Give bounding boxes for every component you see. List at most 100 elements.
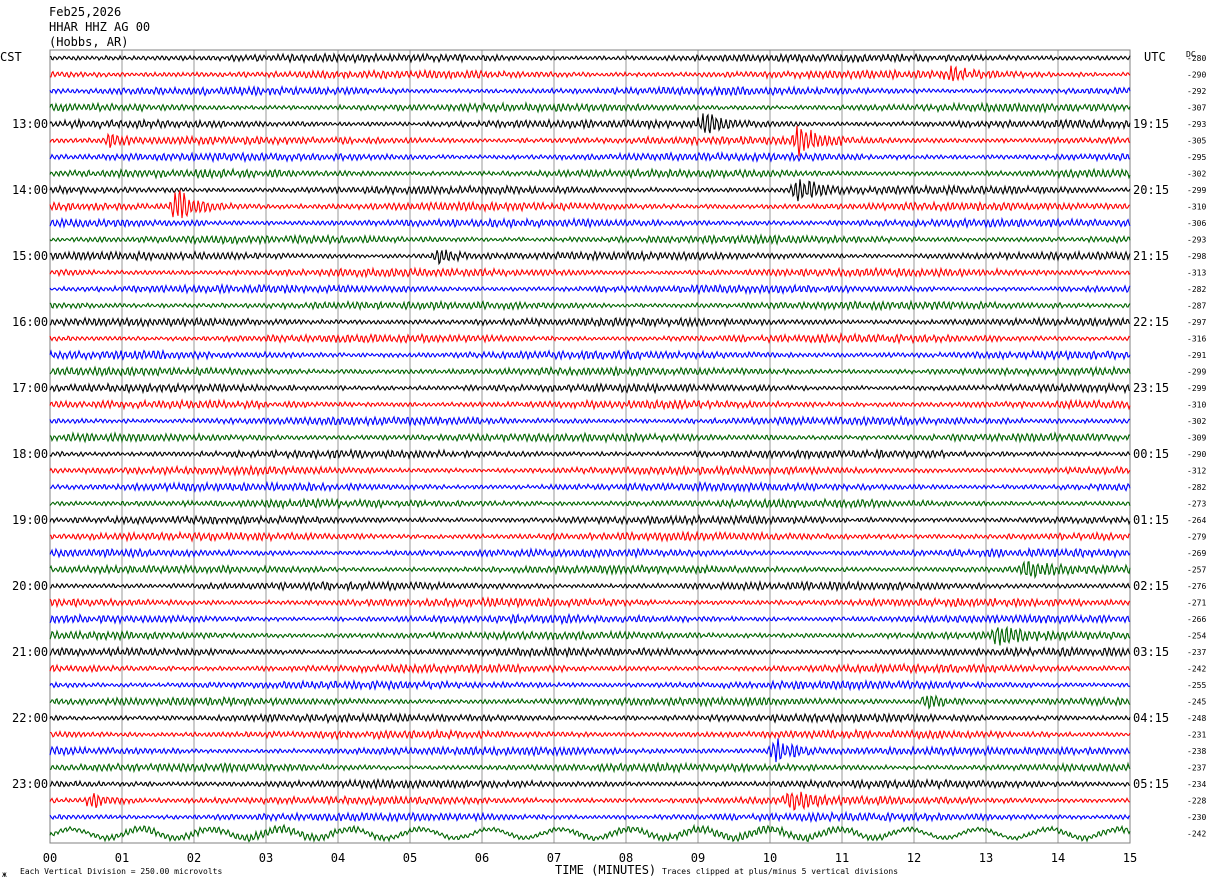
dc-offset-label: -282 [1187,285,1206,294]
trace-line [49,645,1131,659]
dc-offset-label: -290 [1187,450,1206,459]
trace-line [49,711,1131,725]
dc-offset-label: -257 [1187,566,1206,575]
dc-offset-label: -287 [1187,302,1206,311]
trace-line [49,365,1131,378]
x-tick-label: 00 [43,851,57,865]
dc-offset-label: -280 [1187,54,1206,63]
dc-offset-label: -310 [1187,401,1206,410]
trace-line [49,596,1131,609]
dc-offset-label: -245 [1187,698,1206,707]
dc-offset-label: -237 [1187,648,1206,657]
right-hour-label: 05:15 [1133,777,1169,791]
left-hour-label: 14:00 [12,183,48,197]
left-hour-label: 15:00 [12,249,48,263]
x-tick-label: 02 [187,851,201,865]
dc-offset-label: -297 [1187,318,1206,327]
left-hour-label: 17:00 [12,381,48,395]
dc-offset-label: -316 [1187,335,1206,344]
dc-offset-label: -298 [1187,252,1206,261]
dc-offset-label: -293 [1187,236,1206,245]
left-hour-label: 21:00 [12,645,48,659]
x-tick-label: 14 [1051,851,1065,865]
dc-offset-label: -279 [1187,533,1206,542]
trace-line [49,560,1131,580]
dc-offset-label: -310 [1187,203,1206,212]
right-hour-label: 20:15 [1133,183,1169,197]
left-hour-label: 16:00 [12,315,48,329]
dc-offset-label: -230 [1187,813,1206,822]
dc-offset-label: -313 [1187,269,1206,278]
trace-line [49,791,1131,811]
trace-line [49,513,1131,527]
dc-offset-label: -231 [1187,731,1206,740]
plot-frame [49,49,1131,844]
dc-offset-label: -293 [1187,120,1206,129]
trace-line [49,497,1131,510]
dc-offset-label: -271 [1187,599,1206,608]
right-hour-label: 19:15 [1133,117,1169,131]
dc-offset-label: -307 [1187,104,1206,113]
trace-line [49,179,1131,202]
trace-line [49,464,1131,477]
right-hour-label: 00:15 [1133,447,1169,461]
footer-clip-note: Traces clipped at plus/minus 5 vertical … [662,867,898,876]
dc-offset-label: -234 [1187,780,1206,789]
dc-offset-label: -305 [1187,137,1206,146]
left-hour-label: 22:00 [12,711,48,725]
dc-offset-label: -255 [1187,681,1206,690]
trace-line [49,101,1131,114]
trace-line [49,348,1131,361]
left-hour-label: 18:00 [12,447,48,461]
trace-line [49,761,1131,774]
right-hour-label: 03:15 [1133,645,1169,659]
left-hour-label: 13:00 [12,117,48,131]
x-tick-label: 11 [835,851,849,865]
trace-line [49,579,1131,593]
footer-small-icon: ж [2,870,7,879]
dc-offset-label: -228 [1187,797,1206,806]
dc-offset-label: -254 [1187,632,1206,641]
trace-line [49,381,1131,395]
x-tick-labels: 00 01 02 03 04 05 06 07 08 09 10 11 12 13 14 15 [43,851,1137,865]
trace-line [49,398,1131,411]
dc-offset-label: -282 [1187,483,1206,492]
dc-offset-label: -242 [1187,665,1206,674]
trace-line [49,150,1131,164]
trace-line [49,546,1131,559]
header-station: HHAR HHZ AG 00 [49,20,150,34]
dc-offset-label: -290 [1187,71,1206,80]
footer-scale-note: Each Vertical Division = 250.00 microvol… [20,867,222,876]
trace-line [49,448,1131,461]
left-hour-labels: 13:00 14:00 15:00 16:00 17:00 18:00 19:00 20:00… [12,117,48,791]
x-tick-label: 01 [115,851,129,865]
right-hour-label: 01:15 [1133,513,1169,527]
left-hour-label: 19:00 [12,513,48,527]
grid-lines [49,49,1131,844]
right-hour-label: 21:15 [1133,249,1169,263]
dc-offset-label: -242 [1187,830,1206,839]
trace-line [49,530,1131,543]
trace-line [49,249,1131,266]
trace-line [49,315,1131,329]
dc-offset-label: -276 [1187,582,1206,591]
right-hour-labels: 19:15 20:15 21:15 22:15 23:15 00:15 01:15 02:15… [1133,117,1169,791]
dc-offset-label: -299 [1187,186,1206,195]
dc-offset-label: -266 [1187,615,1206,624]
dc-header-label: DC [1186,50,1196,59]
dc-offset-label: -292 [1187,87,1206,96]
dc-offset-label: -269 [1187,549,1206,558]
trace-line [49,233,1131,246]
trace-line [49,125,1131,157]
right-timezone-label: UTC [1144,50,1166,64]
dc-offset-label: -248 [1187,714,1206,723]
trace-line [49,810,1130,824]
x-tick-label: 04 [331,851,345,865]
trace-line [49,167,1131,180]
dc-offset-label: -299 [1187,368,1206,377]
trace-line [49,266,1131,279]
trace-line [49,282,1131,296]
x-tick-label: 06 [475,851,489,865]
dc-offset-label: -291 [1187,351,1206,360]
x-tick-label: 15 [1123,851,1137,865]
